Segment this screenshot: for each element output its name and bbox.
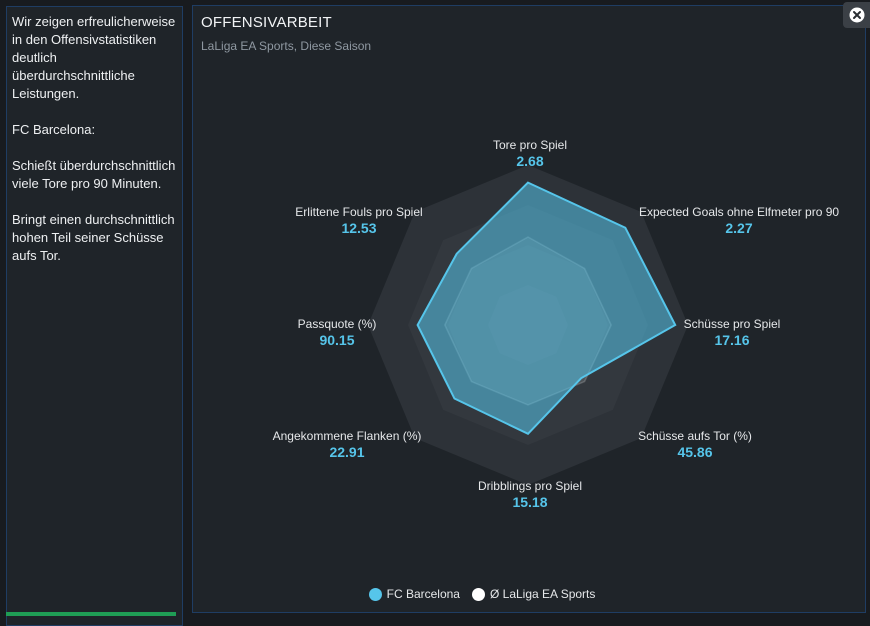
axis-label-1: Tore pro Spiel (493, 138, 567, 152)
axis-label-3: Schüsse pro Spiel (684, 317, 781, 331)
axis-label-6: Angekommene Flanken (%) (273, 429, 422, 443)
action-button-edge[interactable] (6, 612, 176, 616)
axis-value-6: 22.91 (329, 444, 364, 460)
axis-label-8: Erlittene Fouls pro Spiel (295, 205, 422, 219)
axis-value-7: 90.15 (319, 332, 354, 348)
summary-paragraph-2: FC Barcelona: (12, 122, 96, 137)
summary-paragraph-3: Schießt überdurchschnittlich viele Tore … (12, 158, 176, 191)
axis-value-1: 2.68 (516, 153, 543, 169)
summary-panel: Wir zeigen erfreulicherweise in den Offe… (6, 6, 183, 626)
legend-item-league[interactable]: Ø LaLiga EA Sports (471, 587, 596, 601)
axis-value-4: 45.86 (677, 444, 712, 460)
axis-label-7: Passquote (%) (298, 317, 377, 331)
axis-value-5: 15.18 (512, 494, 547, 510)
legend-team-label: FC Barcelona (386, 587, 460, 601)
axis-value-3: 17.16 (714, 332, 749, 348)
axis-label-2: Expected Goals ohne Elfmeter pro 90 (639, 205, 839, 219)
close-button[interactable] (843, 2, 870, 28)
legend-league-swatch (471, 587, 485, 601)
legend-team-swatch (368, 587, 382, 601)
chart-legend: FC Barcelona Ø LaLiga EA Sports (0, 587, 870, 601)
series-team-area (416, 181, 677, 436)
axis-label-5: Dribblings pro Spiel (478, 479, 582, 493)
legend-league-label: Ø LaLiga EA Sports (489, 587, 596, 601)
axis-value-8: 12.53 (341, 220, 376, 236)
close-icon (849, 7, 864, 23)
panel-subtitle: LaLiga EA Sports, Diese Saison (201, 39, 372, 53)
summary-paragraph-4: Bringt einen durchschnittlich hohen Teil… (12, 212, 175, 263)
summary-paragraph-1: Wir zeigen erfreulicherweise in den Offe… (12, 14, 176, 101)
summary-text: Wir zeigen erfreulicherweise in den Offe… (7, 7, 182, 265)
axis-label-4: Schüsse aufs Tor (%) (638, 429, 752, 443)
panel-title: OFFENSIVARBEIT (201, 14, 332, 31)
legend-item-team[interactable]: FC Barcelona (368, 587, 460, 601)
axis-value-2: 2.27 (725, 220, 752, 236)
